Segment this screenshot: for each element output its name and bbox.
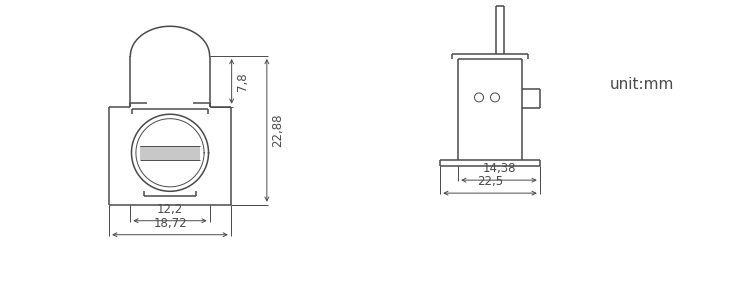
- Text: 22,5: 22,5: [477, 175, 503, 188]
- Polygon shape: [140, 146, 200, 160]
- Text: 14,38: 14,38: [482, 162, 516, 175]
- Text: unit:mm: unit:mm: [610, 76, 674, 91]
- Text: 12,2: 12,2: [157, 203, 183, 216]
- Text: 18,72: 18,72: [153, 217, 187, 230]
- Text: 22,88: 22,88: [271, 113, 284, 147]
- Text: 7,8: 7,8: [236, 72, 249, 91]
